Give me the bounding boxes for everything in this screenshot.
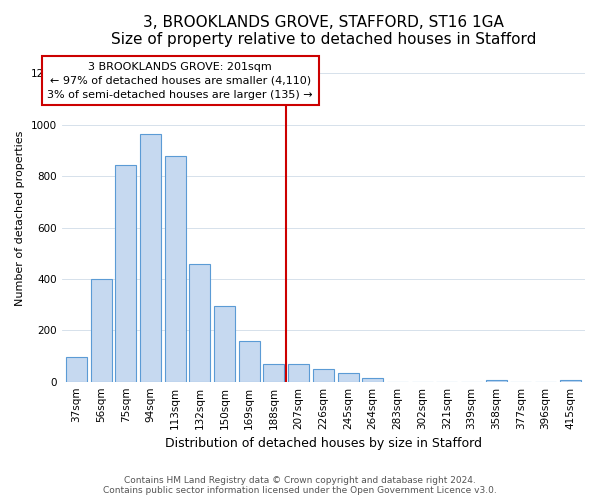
Bar — [66, 358, 87, 382]
Bar — [214, 306, 235, 382]
Bar — [560, 380, 581, 382]
Bar — [485, 380, 506, 382]
X-axis label: Distribution of detached houses by size in Stafford: Distribution of detached houses by size … — [165, 437, 482, 450]
Bar — [263, 364, 284, 382]
Bar — [288, 364, 309, 382]
Bar — [190, 264, 211, 382]
Bar — [313, 369, 334, 382]
Bar — [91, 279, 112, 382]
Text: 3 BROOKLANDS GROVE: 201sqm
← 97% of detached houses are smaller (4,110)
3% of se: 3 BROOKLANDS GROVE: 201sqm ← 97% of deta… — [47, 62, 313, 100]
Bar — [362, 378, 383, 382]
Title: 3, BROOKLANDS GROVE, STAFFORD, ST16 1GA
Size of property relative to detached ho: 3, BROOKLANDS GROVE, STAFFORD, ST16 1GA … — [110, 15, 536, 48]
Text: Contains HM Land Registry data © Crown copyright and database right 2024.
Contai: Contains HM Land Registry data © Crown c… — [103, 476, 497, 495]
Bar — [338, 373, 359, 382]
Bar — [140, 134, 161, 382]
Bar — [115, 164, 136, 382]
Y-axis label: Number of detached properties: Number of detached properties — [15, 131, 25, 306]
Bar — [165, 156, 186, 382]
Bar — [239, 340, 260, 382]
